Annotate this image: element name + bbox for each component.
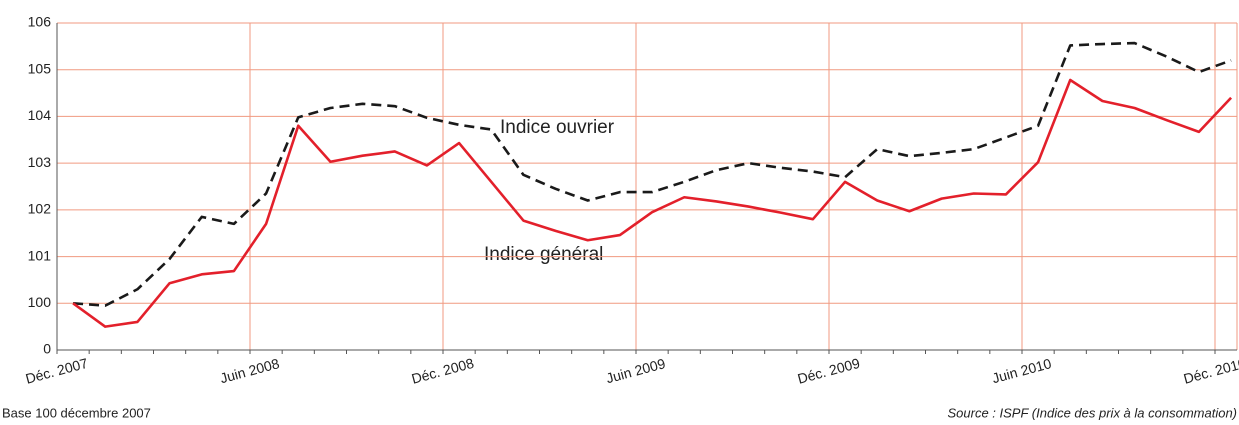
line-series [72, 41, 1232, 307]
source: Source : ISPF (Indice des prix à la cons… [948, 405, 1238, 420]
y-tick-label: 105 [28, 60, 52, 76]
y-tick-label: 103 [28, 154, 52, 170]
y-tick-label: 100 [28, 294, 52, 310]
y-tick-label: 0 [43, 341, 51, 357]
annotation: Indice général [484, 244, 603, 265]
x-tick-label: Déc. 2008 [410, 355, 476, 387]
note: Base 100 décembre 2007 [2, 405, 151, 420]
x-tick-label: Juin 2010 [990, 355, 1053, 386]
line-series [72, 78, 1233, 328]
x-tick-label: Déc. 2010 [1182, 355, 1239, 387]
annotation: Indice ouvrier [500, 117, 615, 138]
x-tick-label: Déc. 2009 [796, 355, 862, 387]
y-tick-label: 101 [28, 247, 52, 263]
y-tick-label: 106 [28, 14, 52, 30]
x-tick-label: Déc. 2007 [24, 355, 90, 387]
x-tick-label: Juin 2008 [218, 355, 281, 386]
y-tick-label: 104 [28, 107, 52, 123]
y-tick-label: 102 [28, 201, 52, 217]
x-tick-label: Juin 2009 [604, 355, 667, 386]
plot-layer: 0 100 101 102 103 104 105 106 Déc. 2007 Juin 2008… [24, 14, 1239, 387]
